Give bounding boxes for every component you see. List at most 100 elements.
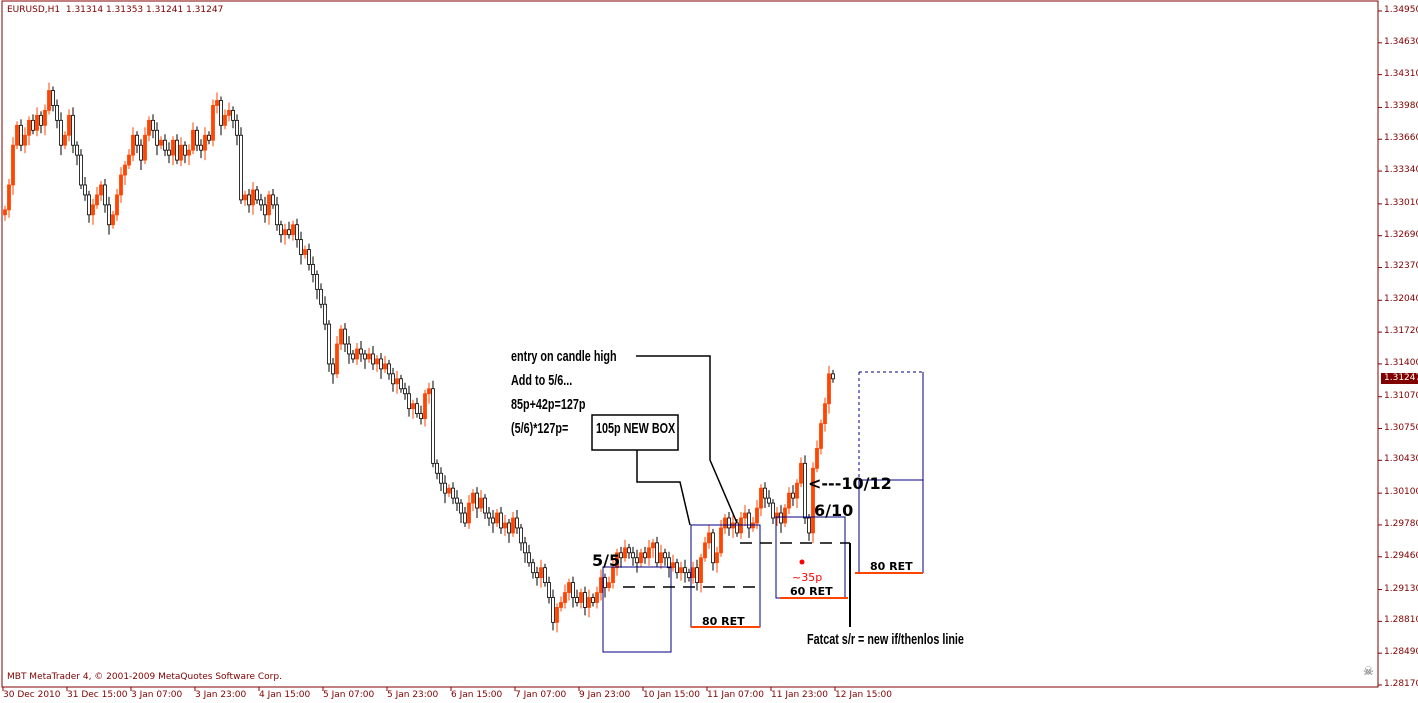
bear-candle: [59, 119, 63, 146]
bull-candle: [595, 592, 599, 603]
bull-candle: [707, 532, 711, 544]
x-tick-label: 4 Jan 15:00: [259, 690, 311, 700]
bull-candle: [203, 134, 207, 151]
bear-candle: [779, 512, 783, 524]
bull-candle: [339, 328, 343, 345]
bear-candle: [139, 144, 143, 161]
bear-candle: [455, 497, 459, 504]
bear-candle: [299, 239, 303, 255]
bull-candle: [91, 204, 95, 216]
bull-candle: [787, 492, 791, 509]
bear-candle: [727, 517, 731, 529]
bull-candle: [795, 482, 799, 499]
bear-candle: [419, 413, 423, 419]
y-tick-label: 1.33010: [1384, 197, 1418, 208]
y-tick-label: 1.31070: [1384, 390, 1418, 401]
bull-candle: [579, 592, 583, 603]
y-tick-label: 1.29780: [1384, 518, 1418, 529]
bear-candle: [547, 582, 551, 598]
bear-candle: [347, 343, 351, 355]
bull-candle: [423, 393, 427, 419]
bear-candle: [207, 134, 211, 141]
y-tick-label: 1.30430: [1384, 454, 1418, 465]
bear-candle: [287, 229, 291, 236]
bear-candle: [51, 90, 55, 106]
box-5-5[interactable]: [602, 566, 672, 653]
x-tick-label: 10 Jan 15:00: [643, 690, 700, 700]
bull-candle: [823, 403, 827, 424]
bull-candle: [251, 189, 255, 206]
bear-candle: [195, 129, 199, 146]
bull-candle: [15, 124, 19, 146]
candles: [3, 82, 835, 633]
bear-candle: [735, 522, 739, 534]
bear-candle: [767, 497, 771, 504]
bear-candle: [175, 139, 179, 161]
annotation-entry: entry on candle high: [511, 348, 617, 365]
bull-candle: [539, 567, 543, 579]
bear-candle: [255, 189, 259, 201]
bear-candle: [667, 557, 671, 569]
bear-candle: [379, 358, 383, 370]
bull-candle: [395, 378, 399, 385]
bull-candle: [27, 119, 31, 136]
bear-candle: [327, 323, 331, 365]
bull-candle: [143, 134, 147, 161]
bull-candle: [587, 597, 591, 608]
bear-candle: [343, 328, 347, 345]
bull-candle: [179, 144, 183, 161]
bear-candle: [531, 562, 535, 574]
bear-candle: [71, 114, 75, 146]
bull-candle: [159, 139, 163, 146]
bull-candle: [127, 154, 131, 166]
bear-candle: [331, 363, 335, 375]
bear-candle: [491, 517, 495, 524]
bear-candle: [543, 567, 547, 584]
y-tick-label: 1.32690: [1384, 229, 1418, 240]
bear-candle: [275, 204, 279, 226]
bull-candle: [755, 507, 759, 524]
bear-candle: [231, 110, 235, 121]
annotation-fatcat: Fatcat s/r = new if/thenlos linie: [807, 631, 964, 648]
bear-candle: [663, 552, 667, 559]
bear-candle: [535, 572, 539, 579]
bull-candle: [243, 194, 247, 201]
y-tick-label: 1.32040: [1384, 294, 1418, 305]
y-tick-label: 1.33660: [1384, 133, 1418, 144]
bear-candle: [155, 129, 159, 146]
y-tick-label: 1.31400: [1384, 357, 1418, 368]
bull-candle: [819, 423, 823, 449]
bear-candle: [107, 204, 111, 226]
current-price-label: 1.31247: [1381, 373, 1418, 384]
bear-candle: [655, 542, 659, 564]
x-tick-label: 9 Jan 23:00: [579, 690, 631, 700]
bear-candle: [167, 149, 171, 156]
bull-candle: [47, 90, 51, 111]
bear-candle: [235, 119, 239, 136]
entry-callout-line: [636, 355, 738, 524]
bull-candle: [647, 547, 651, 559]
bear-candle: [279, 224, 283, 236]
bear-candle: [307, 249, 311, 265]
bear-candle: [83, 184, 87, 196]
drawn-objects: [591, 355, 924, 653]
bear-candle: [791, 492, 795, 499]
bull-candle: [699, 557, 703, 584]
bull-candle: [427, 388, 431, 395]
bull-candle: [503, 522, 507, 529]
y-tick-marks: [1378, 10, 1382, 686]
bull-candle: [651, 542, 655, 549]
bull-candle: [659, 552, 663, 564]
x-tick-label: 12 Jan 15:00: [835, 690, 892, 700]
bull-candle: [743, 512, 747, 519]
bull-candle: [23, 134, 27, 146]
bull-candle: [511, 517, 515, 534]
bear-candle: [271, 194, 275, 206]
bear-candle: [643, 552, 647, 559]
x-tick-marks: [2, 687, 836, 691]
bull-candle: [375, 358, 379, 365]
bear-candle: [803, 462, 807, 519]
skull-icon[interactable]: ☠: [1363, 664, 1374, 678]
bull-candle: [11, 144, 15, 186]
